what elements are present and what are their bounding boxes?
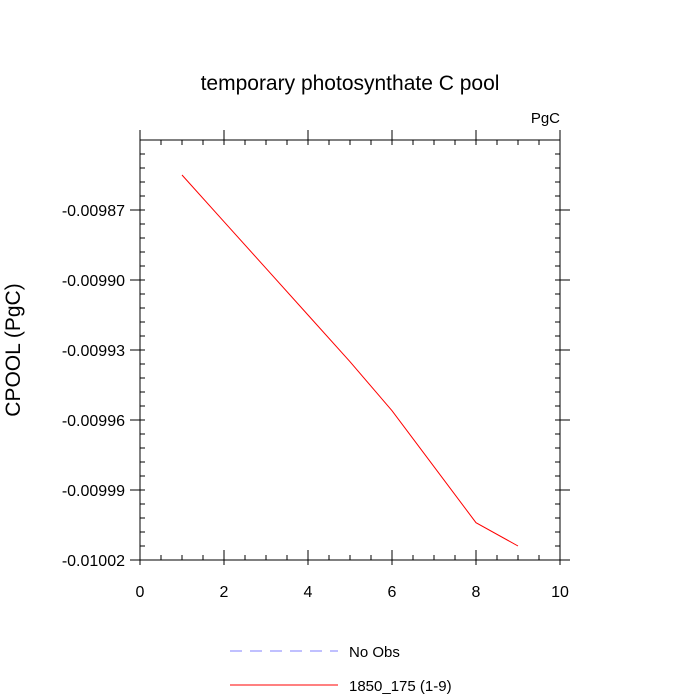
x-tick-labels: 0 2 4 6 8 10 xyxy=(136,584,569,601)
x-tick-label: 0 xyxy=(136,584,145,601)
y-tick-labels: -0.00987 -0.00990 -0.00993 -0.00996 -0.00999… xyxy=(62,203,125,570)
legend-label-1850-175: 1850_175 (1-9) xyxy=(349,678,452,695)
series-line-1 xyxy=(181,174,519,547)
plot-frame xyxy=(139,139,561,561)
x-tick-label: 10 xyxy=(551,584,569,601)
x-tick-label: 4 xyxy=(304,584,313,601)
legend: No Obs 1850_175 (1-9) xyxy=(230,644,452,695)
x-tick-label: 8 xyxy=(472,584,481,601)
y-axis-label: CPOOL (PgC) xyxy=(2,283,25,416)
y-tick-label: -0.00999 xyxy=(62,483,125,500)
series-lines xyxy=(181,174,519,547)
y-tick-label: -0.00987 xyxy=(62,203,125,220)
x-tick-label: 2 xyxy=(220,584,229,601)
axis-ticks xyxy=(130,130,570,565)
x-tick-label: 6 xyxy=(388,584,397,601)
legend-label-no-obs: No Obs xyxy=(349,644,400,661)
y-tick-label: -0.00990 xyxy=(62,273,125,290)
units-label: PgC xyxy=(531,110,560,127)
y-tick-label: -0.00996 xyxy=(62,413,125,430)
chart-title: temporary photosynthate C pool xyxy=(201,72,500,95)
y-tick-label: -0.00993 xyxy=(62,343,125,360)
y-tick-label: -0.01002 xyxy=(62,553,125,570)
